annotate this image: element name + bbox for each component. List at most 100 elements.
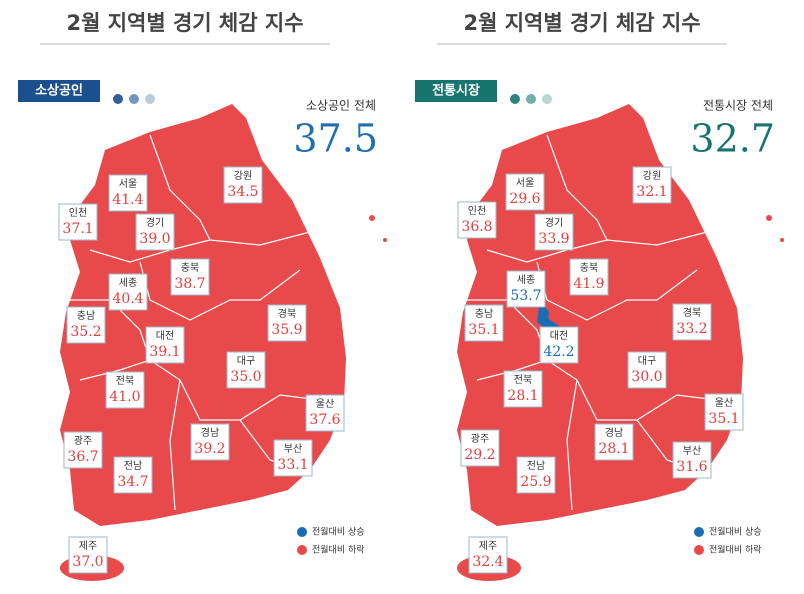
- region-box: [539, 326, 579, 364]
- map-border: [89, 231, 311, 263]
- region-box: [632, 166, 672, 204]
- region-box: [58, 203, 98, 241]
- region-box: [108, 174, 148, 212]
- region-value: 35.1: [468, 322, 499, 338]
- map-border: [79, 359, 321, 421]
- region-value: 39.2: [194, 441, 225, 457]
- region-box: [468, 536, 508, 574]
- total-label: 전통시장 전체: [703, 99, 773, 113]
- region-value: 41.9: [573, 276, 604, 292]
- region-value: 30.0: [631, 369, 662, 385]
- region-box: [305, 394, 345, 432]
- region-name: 대전: [550, 330, 568, 342]
- region-box: [569, 258, 609, 296]
- region-name: 제주: [479, 540, 497, 552]
- region-value: 33.2: [676, 321, 707, 337]
- map-border: [476, 359, 718, 421]
- region-value: 33.1: [277, 457, 308, 473]
- region-value: 37.1: [62, 221, 93, 237]
- region-value: 41.4: [112, 192, 143, 208]
- region-value: 34.7: [117, 474, 148, 490]
- region-value: 29.2: [464, 447, 495, 463]
- region-value: 25.9: [520, 474, 551, 490]
- dot: [526, 94, 536, 104]
- region-name: 충북: [580, 262, 598, 274]
- region-name: 서울: [516, 177, 534, 189]
- region-name: 대전: [156, 330, 174, 342]
- region-name: 광주: [74, 435, 92, 447]
- dot: [113, 94, 123, 104]
- map-border: [486, 231, 708, 263]
- region-box: [503, 370, 543, 408]
- region-box: [594, 423, 634, 461]
- region-name: 인천: [69, 207, 87, 219]
- region-name: 세종: [517, 274, 535, 286]
- map-border: [566, 379, 578, 511]
- region-name: 부산: [683, 445, 701, 457]
- region-name: 세종: [119, 277, 137, 289]
- region-box: [108, 273, 148, 311]
- region-name: 강원: [643, 170, 661, 182]
- tag: 소상공인: [35, 83, 83, 99]
- region-name: 충남: [77, 310, 95, 322]
- region-box: [505, 173, 545, 211]
- region-name: 충남: [475, 308, 493, 320]
- region-name: 인천: [468, 205, 486, 217]
- region-box: [672, 303, 712, 341]
- region-box: [464, 304, 504, 342]
- tag-box: [18, 80, 100, 102]
- region-box: [105, 371, 145, 409]
- region-box: [68, 536, 108, 574]
- map-border: [149, 134, 211, 241]
- region-name: 대구: [638, 355, 656, 367]
- map-border: [546, 134, 608, 241]
- region-name: 경남: [605, 426, 623, 439]
- region-box: [704, 393, 744, 431]
- region-name: 충북: [181, 262, 199, 274]
- region-box: [113, 456, 153, 494]
- region-name: 전북: [116, 375, 134, 387]
- region-value: 53.7: [510, 288, 541, 304]
- region-name: 경북: [683, 306, 701, 319]
- region-value: 32.1: [636, 184, 667, 200]
- region-value: 34.5: [227, 184, 258, 200]
- region-name: 경기: [545, 216, 563, 229]
- region-value: 32.4: [472, 554, 503, 570]
- dot: [129, 94, 139, 104]
- region-box: [145, 326, 185, 364]
- region-value: 39.0: [139, 231, 170, 247]
- tag: 전통시장: [432, 83, 480, 99]
- dot: [542, 94, 552, 104]
- region-value: 38.7: [174, 276, 205, 292]
- region-name: 강원: [234, 170, 252, 182]
- region-name: 광주: [471, 433, 489, 445]
- tag-box: [415, 80, 497, 102]
- region-name: 울산: [316, 398, 334, 410]
- dot: [510, 94, 520, 104]
- region-name: 전북: [514, 374, 532, 386]
- region-name: 전남: [527, 460, 545, 472]
- region-box: [226, 351, 266, 389]
- region-value: 35.0: [230, 369, 261, 385]
- map-island: [766, 215, 772, 221]
- total-label: 소상공인 전체: [306, 99, 376, 113]
- map-island: [369, 215, 375, 221]
- region-name: 전남: [124, 460, 142, 472]
- region-box: [672, 441, 712, 479]
- region-name: 경기: [146, 216, 164, 229]
- region-box: [267, 304, 307, 342]
- legend-label: 전월대비 하락: [312, 544, 365, 556]
- region-value: 39.1: [149, 344, 180, 360]
- region-value: 35.1: [708, 411, 739, 427]
- total: 37.5: [293, 117, 378, 161]
- region-box: [66, 306, 106, 344]
- map-border: [169, 379, 181, 511]
- region-box: [273, 439, 313, 477]
- region-box: [534, 213, 574, 251]
- legend-dot: [297, 545, 307, 555]
- region-box: [135, 213, 175, 251]
- map-island: [383, 238, 387, 242]
- region-value: 28.1: [507, 388, 538, 404]
